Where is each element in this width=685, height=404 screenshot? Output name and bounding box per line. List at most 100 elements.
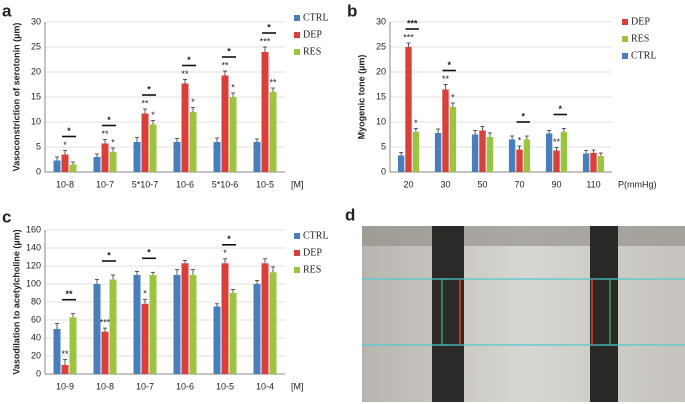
y-tick-label: 100 (26, 278, 41, 288)
bar (61, 365, 69, 374)
bar (133, 275, 141, 374)
bracket-label: * (227, 234, 231, 244)
bar (53, 160, 61, 172)
bar (486, 137, 494, 172)
x-axis-label: [M] (291, 179, 304, 189)
bar (479, 130, 486, 172)
legend-swatch (622, 19, 628, 25)
significance-mark: * (111, 137, 115, 147)
bar (93, 284, 101, 374)
y-tick-label: 25 (376, 41, 386, 51)
x-tick-label: 10-6 (176, 179, 194, 189)
legend-label: DEP (303, 29, 322, 40)
bar (582, 153, 590, 172)
y-tick-label: 0 (36, 166, 41, 176)
bar (229, 97, 237, 172)
bar (101, 331, 109, 374)
significance-mark: * (223, 248, 227, 258)
significance-mark: ** (269, 77, 277, 87)
legend-swatch (294, 267, 300, 273)
bar (545, 133, 553, 172)
y-tick-label: 5 (36, 141, 41, 151)
y-tick-label: 20 (31, 66, 41, 76)
bar (405, 47, 412, 172)
bar (213, 306, 221, 374)
legend-label: RES (631, 33, 649, 44)
significance-mark: ** (61, 349, 69, 359)
y-axis-label: Vasodilation to acetylcholine (µm) (11, 229, 21, 374)
y-tick-label: 20 (31, 350, 41, 360)
x-tick-label: 10-9 (56, 381, 74, 391)
legend-label: RES (303, 264, 321, 275)
significance-mark: * (191, 97, 195, 107)
x-tick-label: 110 (586, 179, 600, 189)
x-tick-label: 5*10-7 (132, 179, 159, 189)
bar (590, 153, 597, 172)
significance-mark: ** (553, 137, 561, 147)
bar (261, 263, 269, 374)
significance-mark: ** (141, 98, 149, 108)
y-tick-label: 160 (26, 224, 41, 234)
panel-label: d (345, 205, 355, 224)
vessel-wall (590, 226, 618, 402)
x-tick-label: 10-5 (216, 381, 234, 391)
bar (253, 284, 261, 374)
x-axis-label: P(mmHg) (618, 179, 657, 189)
bar (471, 134, 479, 172)
significance-mark: * (451, 92, 455, 102)
y-tick-label: 10 (376, 116, 386, 126)
significance-mark: * (151, 110, 155, 120)
bracket-label: ** (65, 289, 73, 299)
significance-mark: *** (100, 317, 111, 327)
y-tick-label: 140 (26, 242, 41, 252)
bar (508, 139, 516, 172)
x-tick-label: 30 (440, 179, 450, 189)
x-tick-label: 10-8 (96, 381, 114, 391)
bar (109, 152, 117, 172)
x-tick-label: 5*10-6 (212, 179, 239, 189)
bar (189, 275, 197, 374)
bar (221, 263, 229, 374)
bracket-label: * (147, 248, 151, 258)
bar (434, 133, 442, 172)
bracket-label: * (447, 60, 451, 70)
bar (173, 142, 181, 172)
legend-swatch (294, 250, 300, 256)
bar (141, 303, 149, 374)
micrograph (362, 226, 685, 402)
bracket-label: *** (407, 18, 418, 28)
bracket-label: * (67, 126, 71, 136)
y-tick-label: 15 (31, 91, 41, 101)
bar (101, 143, 109, 172)
bar (229, 293, 237, 374)
bar (213, 142, 221, 172)
legend-label: CTRL (303, 230, 329, 241)
legend-swatch (294, 49, 300, 55)
bar (189, 112, 197, 172)
image-panel: d (345, 205, 685, 402)
bar (133, 142, 141, 172)
x-tick-label: 10-6 (176, 381, 194, 391)
legend-label: RES (303, 46, 321, 57)
bar (269, 272, 277, 374)
x-tick-label: 70 (514, 179, 524, 189)
bar (173, 275, 181, 374)
y-tick-label: 40 (31, 332, 41, 342)
bar (61, 154, 69, 172)
significance-mark: * (518, 135, 522, 145)
bar (261, 52, 269, 172)
bracket-label: * (107, 115, 111, 125)
y-tick-label: 20 (376, 66, 386, 76)
significance-mark: ** (181, 69, 189, 79)
bar (597, 156, 605, 172)
bar (397, 155, 405, 172)
x-axis-label: [M] (291, 381, 304, 391)
significance-mark: *** (260, 36, 271, 46)
legend-label: CTRL (303, 12, 329, 23)
bracket-label: * (267, 22, 271, 32)
legend-swatch (294, 15, 300, 21)
y-tick-label: 5 (381, 141, 386, 151)
bar (181, 263, 189, 374)
bar (560, 132, 568, 172)
